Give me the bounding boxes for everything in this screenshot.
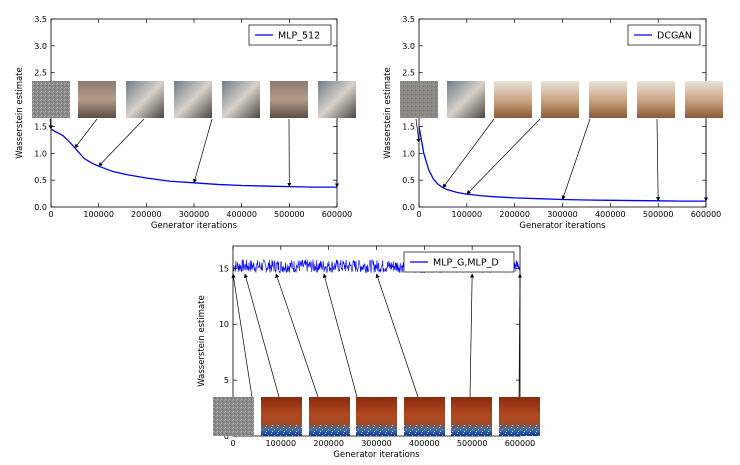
legend-label: MLP_512 bbox=[278, 31, 320, 42]
y-tick-label: 15 bbox=[219, 264, 229, 273]
sample-thumbnail bbox=[78, 81, 116, 118]
y-tick-label: 1.5 bbox=[402, 122, 415, 131]
y-tick-label: 2.5 bbox=[34, 69, 47, 78]
sample-thumbnail bbox=[32, 81, 70, 118]
sample-thumbnail bbox=[447, 81, 485, 118]
x-tick-label: 400000 bbox=[409, 439, 440, 448]
annotation-arrow bbox=[469, 273, 475, 398]
sample-thumbnail-speckle bbox=[404, 425, 445, 436]
annotation-arrow bbox=[193, 118, 213, 184]
y-axis-label: Wasserstein estimate bbox=[383, 67, 393, 159]
chart-mlp-g-mlp-d: 0 100000 200000 300000 400000 500000 600000 0 5 1… bbox=[197, 245, 540, 460]
y-tick-label: 3.0 bbox=[402, 42, 415, 51]
y-tick-label: 1.0 bbox=[34, 149, 47, 158]
sample-thumbnail bbox=[126, 81, 164, 118]
y-tick-label: 0 bbox=[224, 432, 229, 441]
sample-thumbnail bbox=[685, 81, 723, 118]
sample-thumbnail bbox=[494, 81, 532, 118]
sample-thumbnail bbox=[541, 81, 579, 118]
y-tick-label: 2.5 bbox=[402, 69, 415, 78]
x-tick-label: 300000 bbox=[547, 210, 578, 219]
x-tick-label: 500000 bbox=[274, 210, 305, 219]
sample-thumbnail bbox=[637, 81, 675, 118]
y-tick-label: 0.0 bbox=[34, 203, 47, 212]
annotation-arrow bbox=[517, 273, 523, 398]
x-axis-label: Generator iterations bbox=[151, 221, 238, 231]
annotation-arrow bbox=[466, 118, 541, 195]
y-axis-label: Wasserstein estimate bbox=[15, 67, 25, 159]
x-tick-label: 0 bbox=[48, 210, 53, 219]
sample-thumbnail-speckle bbox=[499, 425, 540, 436]
x-tick-label: 400000 bbox=[595, 210, 626, 219]
x-tick-label: 200000 bbox=[499, 210, 530, 219]
annotation-arrow bbox=[656, 118, 661, 202]
sample-thumbnail bbox=[213, 397, 254, 436]
sample-thumbnail bbox=[318, 81, 356, 118]
sample-thumbnail-speckle bbox=[451, 425, 492, 436]
sample-thumbnail-speckle bbox=[261, 425, 302, 436]
annotation-arrow bbox=[74, 118, 98, 149]
y-tick-label: 3.5 bbox=[34, 15, 47, 24]
x-tick-label: 200000 bbox=[313, 439, 344, 448]
annotation-arrow bbox=[442, 118, 495, 188]
x-tick-label: 600000 bbox=[322, 210, 353, 219]
sample-thumbnail bbox=[270, 81, 308, 118]
annotation-arrow bbox=[415, 118, 421, 143]
chart-dcgan: 0 100000 200000 300000 400000 500000 600000 0.0… bbox=[383, 15, 723, 231]
sample-thumbnail bbox=[400, 81, 438, 118]
sample-thumbnail-speckle bbox=[356, 425, 397, 436]
legend-label: DCGAN bbox=[657, 31, 692, 42]
annotation-arrow bbox=[561, 118, 591, 200]
y-axis-label: Wasserstein estimate bbox=[197, 295, 207, 387]
y-tick-label: 1.5 bbox=[34, 122, 47, 131]
annotation-arrow bbox=[275, 273, 319, 398]
y-tick-label: 3.5 bbox=[402, 15, 415, 24]
x-tick-label: 0 bbox=[230, 439, 235, 448]
x-tick-label: 500000 bbox=[643, 210, 674, 219]
x-tick-label: 300000 bbox=[179, 210, 210, 219]
x-axis-label: Generator iterations bbox=[333, 450, 420, 460]
legend-label: MLP_G,MLP_D bbox=[433, 258, 499, 269]
chart-mlp512: 0 100000 200000 300000 400000 500000 600000 0.0… bbox=[15, 15, 356, 231]
sample-thumbnail bbox=[174, 81, 212, 118]
sample-thumbnail-speckle bbox=[309, 425, 350, 436]
x-tick-label: 0 bbox=[416, 210, 421, 219]
x-axis-label: Generator iterations bbox=[519, 221, 606, 231]
x-tick-label: 400000 bbox=[226, 210, 257, 219]
annotation-arrow bbox=[375, 273, 419, 398]
x-tick-label: 100000 bbox=[83, 210, 114, 219]
y-tick-label: 3.0 bbox=[34, 42, 47, 51]
y-tick-label: 1.0 bbox=[402, 149, 415, 158]
legend-box bbox=[627, 24, 701, 46]
annotation-arrow bbox=[48, 118, 53, 130]
y-tick-label: 0.0 bbox=[402, 203, 415, 212]
y-tick-label: 0.5 bbox=[402, 176, 415, 185]
series-line bbox=[418, 126, 706, 202]
legend-box bbox=[403, 251, 515, 273]
y-tick-label: 0.5 bbox=[34, 176, 47, 185]
x-tick-label: 600000 bbox=[505, 439, 536, 448]
x-tick-label: 200000 bbox=[131, 210, 162, 219]
annotation-arrow bbox=[231, 273, 253, 398]
y-tick-label: 5 bbox=[224, 376, 229, 385]
legend-box bbox=[248, 24, 332, 46]
sample-thumbnail bbox=[222, 81, 260, 118]
y-tick-label: 10 bbox=[219, 320, 229, 329]
x-tick-label: 300000 bbox=[361, 439, 392, 448]
sample-thumbnail bbox=[589, 81, 627, 118]
annotation-arrow bbox=[322, 273, 358, 398]
annotation-arrow bbox=[98, 118, 145, 167]
x-tick-label: 600000 bbox=[691, 210, 722, 219]
series-line bbox=[50, 128, 337, 188]
x-tick-label: 500000 bbox=[457, 439, 488, 448]
annotation-arrow bbox=[243, 273, 280, 398]
x-tick-label: 100000 bbox=[266, 439, 297, 448]
x-tick-label: 100000 bbox=[452, 210, 483, 219]
